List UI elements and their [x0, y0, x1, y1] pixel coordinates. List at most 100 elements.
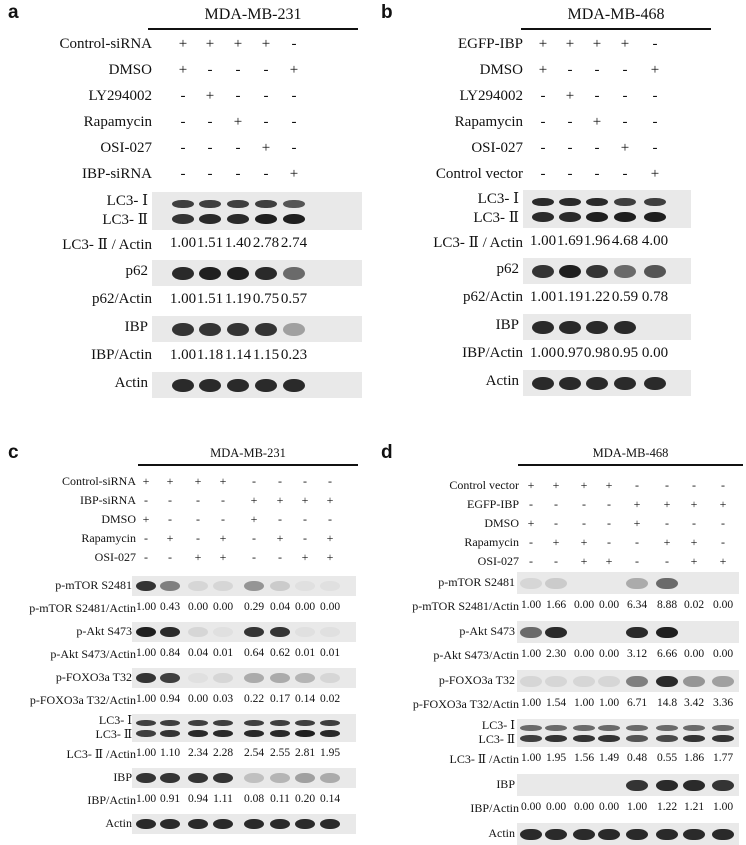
blot-band [226, 199, 250, 209]
quant-value: 1.00 [135, 747, 157, 759]
quant-value: 1.00 [520, 697, 542, 709]
blot-band [135, 773, 157, 783]
condition-sign: + [205, 36, 215, 52]
blot-band [712, 724, 734, 732]
condition-sign: - [622, 166, 628, 182]
quant-value: 2.81 [294, 747, 316, 759]
blot-strip [132, 668, 356, 688]
quant-value: 2.78 [252, 235, 280, 251]
blot-band [294, 581, 316, 591]
blot-band [520, 626, 542, 638]
condition-sign: + [527, 478, 535, 492]
condition-sign: - [554, 554, 558, 568]
quant-value: 1.00 [135, 647, 157, 659]
condition-sign: - [252, 474, 256, 488]
blot-band [626, 577, 648, 589]
quant-value: 1.19 [556, 289, 584, 305]
blot-strip [517, 670, 739, 692]
condition-sign: + [565, 88, 575, 104]
quant-value: 14.8 [656, 697, 678, 709]
blot-label: Actin [114, 375, 148, 392]
blot-band [226, 378, 250, 392]
quant-value: 0.00 [641, 345, 669, 361]
blot-label: p62 [125, 263, 149, 280]
condition-sign: - [529, 497, 533, 511]
blot-label: LC3- Ⅰ [477, 191, 519, 207]
quant-value: 2.55 [269, 747, 291, 759]
condition-sign: - [721, 516, 725, 530]
blot-band [171, 378, 195, 392]
blot-band [656, 779, 678, 791]
blot-band [319, 673, 341, 683]
quant-value: 1.00 [520, 752, 542, 764]
condition-sign: - [692, 478, 696, 492]
condition-sign: + [605, 478, 613, 492]
condition-sign: + [580, 554, 588, 568]
condition-sign: - [665, 554, 669, 568]
condition-sign: - [594, 88, 600, 104]
blot-band [573, 675, 595, 687]
quant-value: 0.08 [243, 793, 265, 805]
condition-sign: - [263, 88, 269, 104]
condition-sign: + [690, 554, 698, 568]
blot-label: LC3- Ⅱ [473, 210, 519, 226]
blot-band [294, 729, 316, 738]
blot-band [294, 819, 316, 829]
blot-band [319, 729, 341, 738]
quant-value: 0.01 [319, 647, 341, 659]
condition-sign: - [168, 550, 172, 564]
quant-value: 3.36 [712, 697, 734, 709]
blot-band [198, 199, 222, 209]
condition-sign: - [168, 512, 172, 526]
quant-value: 3.42 [683, 697, 705, 709]
blot-strip [523, 370, 691, 396]
condition-sign: + [580, 535, 588, 549]
condition-sign: - [252, 550, 256, 564]
blot-band [212, 673, 234, 683]
quant-value: 1.56 [573, 752, 595, 764]
condition-sign: + [142, 512, 150, 526]
quant-value: 0.02 [319, 693, 341, 705]
quant-value: 1.00 [169, 235, 197, 251]
quant-value: 6.34 [626, 599, 648, 611]
blot-band [712, 828, 734, 840]
blot-strip [152, 316, 362, 342]
blot-band [294, 673, 316, 683]
blot-band [558, 320, 582, 334]
quant-value: 1.18 [196, 347, 224, 363]
condition-sign: + [527, 516, 535, 530]
blot-band [520, 734, 542, 743]
quant-value: 4.68 [611, 233, 639, 249]
condition-sign: + [690, 535, 698, 549]
condition-label: OSI-027 [100, 140, 152, 156]
blot-band [159, 581, 181, 591]
quant-value: 1.86 [683, 752, 705, 764]
quant-value: 1.00 [135, 693, 157, 705]
blot-label: LC3- Ⅰ [481, 718, 515, 732]
blot-band [626, 779, 648, 791]
blot-band [626, 724, 648, 732]
blot-band [520, 724, 542, 732]
blot-band [171, 322, 195, 336]
condition-sign: + [261, 140, 271, 156]
condition-sign: - [540, 114, 546, 130]
panel-label: b [381, 2, 393, 23]
blot-band [319, 773, 341, 783]
blot-strip [152, 372, 362, 398]
condition-label: DMSO [484, 516, 519, 530]
blot-band [573, 734, 595, 743]
condition-sign: - [721, 478, 725, 492]
blot-band [212, 719, 234, 727]
blot-band [294, 627, 316, 637]
blot-band [159, 773, 181, 783]
condition-label: Rapamycin [83, 114, 152, 130]
blot-strip [523, 190, 691, 228]
quant-label: IBP/Actin [87, 793, 136, 807]
blot-band [187, 719, 209, 727]
blot-band [531, 211, 555, 222]
condition-sign: + [276, 531, 284, 545]
quant-label: LC3- Ⅱ /Actin [449, 752, 519, 766]
condition-sign: - [652, 140, 658, 156]
blot-band [545, 724, 567, 732]
condition-sign: - [607, 535, 611, 549]
